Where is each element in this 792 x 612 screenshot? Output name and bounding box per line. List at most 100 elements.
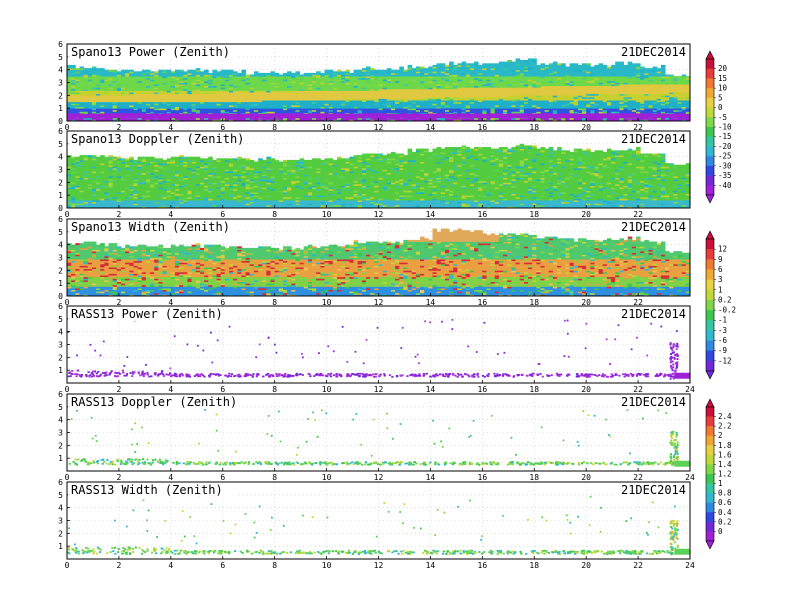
data-cell: [245, 93, 251, 96]
data-cell: [561, 101, 566, 104]
data-cell: [291, 92, 296, 95]
data-cell: [258, 85, 263, 88]
data-cell: [145, 101, 151, 104]
data-cell: [415, 101, 421, 104]
data-cell: [278, 80, 284, 83]
data-cell: [108, 79, 114, 82]
data-cell: [611, 64, 616, 67]
data-cell: [324, 79, 330, 82]
data-cell: [108, 80, 114, 83]
data-cell: [337, 93, 342, 96]
data-cell: [598, 101, 604, 104]
data-cell: [299, 87, 305, 90]
data-cell: [307, 108, 313, 111]
data-cell: [116, 71, 122, 74]
data-cell: [241, 106, 246, 109]
data-cell: [445, 101, 450, 104]
data-cell: [245, 76, 251, 79]
data-cell: [145, 109, 151, 112]
data-cell: [175, 117, 180, 120]
data-cell: [245, 92, 251, 95]
data-cell: [278, 82, 284, 85]
data-cell: [141, 109, 147, 112]
data-cell: [108, 72, 114, 75]
data-cell: [307, 72, 313, 75]
data-cell: [469, 101, 475, 104]
data-cell: [104, 92, 109, 95]
data-cell: [328, 105, 334, 107]
data-cell: [233, 96, 238, 99]
data-cell: [274, 90, 280, 93]
data-cell: [133, 71, 139, 74]
data-cell: [337, 103, 342, 106]
data-cell: [125, 87, 130, 90]
data-cell: [353, 108, 359, 111]
data-cell: [349, 93, 354, 96]
data-cell: [274, 84, 280, 87]
data-cell: [104, 90, 109, 93]
data-cell: [320, 105, 325, 107]
data-cell: [291, 80, 296, 83]
data-cell: [179, 84, 184, 87]
data-cell: [245, 79, 251, 82]
data-cell: [245, 111, 251, 114]
data-cell: [208, 100, 213, 103]
data-cell: [121, 85, 126, 88]
data-cell: [291, 95, 296, 98]
data-cell: [316, 80, 321, 83]
data-cell: [75, 111, 80, 114]
data-cell: [183, 95, 188, 98]
data-cell: [170, 84, 176, 87]
data-cell: [320, 76, 325, 79]
data-cell: [341, 105, 346, 107]
data-cell: [229, 87, 234, 90]
data-cell: [112, 95, 118, 98]
data-cell: [183, 84, 188, 87]
data-cell: [332, 92, 338, 95]
data-cell: [278, 103, 284, 106]
data-cell: [345, 103, 350, 106]
data-cell: [312, 90, 317, 93]
data-cell: [183, 117, 188, 120]
data-cell: [100, 79, 105, 82]
data-cell: [320, 98, 325, 101]
data-cell: [104, 103, 109, 106]
data-cell: [96, 76, 101, 79]
data-cell: [283, 93, 288, 96]
data-cell: [75, 74, 80, 77]
data-cell: [345, 95, 350, 98]
data-cell: [133, 111, 139, 114]
data-cell: [345, 82, 350, 85]
data-cell: [270, 119, 276, 122]
data-cell: [112, 96, 118, 99]
data-cell: [162, 71, 168, 74]
data-cell: [606, 101, 612, 104]
data-cell: [436, 63, 442, 66]
data-cell: [332, 117, 338, 120]
data-cell: [420, 101, 425, 104]
data-cell: [137, 96, 143, 99]
data-cell: [253, 98, 259, 101]
data-cell: [170, 103, 176, 106]
data-cell: [137, 119, 143, 122]
data-cell: [199, 108, 205, 111]
data-cell: [183, 90, 188, 93]
data-cell: [100, 98, 105, 101]
data-cell: [224, 80, 230, 83]
data-cell: [133, 84, 139, 87]
data-cell: [316, 85, 321, 88]
data-cell: [274, 98, 280, 101]
data-cell: [204, 80, 209, 83]
data-cell: [544, 64, 550, 67]
data-cell: [345, 80, 350, 83]
data-cell: [141, 90, 147, 93]
data-cell: [91, 109, 97, 112]
data-cell: [283, 108, 288, 111]
data-cell: [116, 92, 122, 95]
data-cell: [67, 96, 72, 99]
data-cell: [229, 72, 234, 75]
data-cell: [299, 93, 305, 96]
data-cell: [195, 117, 201, 120]
data-cell: [249, 76, 255, 79]
data-cell: [220, 71, 226, 74]
